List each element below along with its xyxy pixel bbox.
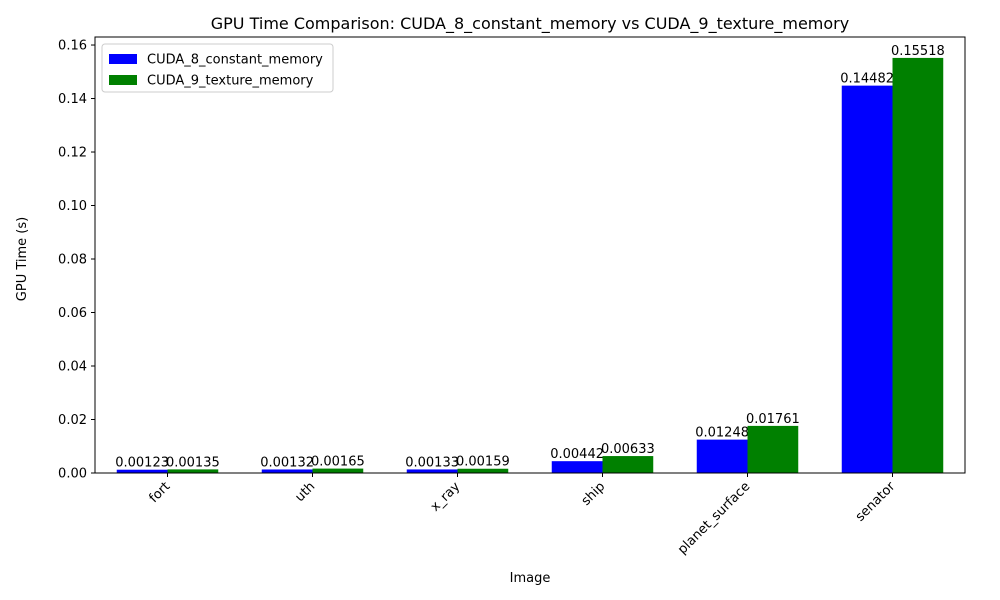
plot-area: 0.00123 0.00132 0.00133 0.00442 0.01248 0.144…	[58, 36, 966, 558]
y-tick-label: 0.04	[58, 360, 87, 375]
plot-frame	[94, 36, 966, 474]
y-tick-label: 0.02	[58, 413, 87, 428]
data-label: 0.00442	[550, 447, 604, 462]
x-tick-label: uth	[292, 479, 318, 505]
data-label: 0.00159	[456, 455, 510, 470]
bar	[892, 57, 944, 474]
data-label: 0.00165	[311, 455, 365, 470]
bar	[696, 439, 748, 473]
bar	[167, 469, 219, 473]
x-tick-label: x_ray	[428, 479, 464, 515]
legend-swatch	[109, 75, 137, 85]
bar	[457, 468, 509, 473]
bar	[261, 469, 313, 473]
y-tick-label: 0.06	[58, 306, 87, 321]
x-tick-label: ship	[579, 479, 609, 509]
data-label: 0.00135	[166, 455, 220, 470]
data-label: 0.01761	[746, 412, 800, 427]
bar	[116, 469, 168, 473]
legend-label: CUDA_9_texture_memory	[147, 74, 314, 89]
bar	[406, 469, 458, 473]
chart-title: GPU Time Comparison: CUDA_8_constant_mem…	[211, 14, 849, 34]
bar	[551, 461, 603, 473]
x-tick-label: fort	[146, 479, 173, 506]
legend-box	[101, 43, 334, 93]
y-tick-label: 0.12	[58, 146, 87, 161]
x-tick-label: planet_surface	[675, 479, 753, 557]
y-tick-label: 0.14	[58, 92, 87, 107]
y-tick-label: 0.00	[58, 467, 87, 482]
legend: CUDA_8_constant_memory CUDA_9_texture_mem…	[101, 43, 334, 93]
data-label: 0.15518	[891, 44, 945, 59]
data-label: 0.00633	[601, 442, 655, 457]
y-tick-label: 0.10	[58, 199, 87, 214]
x-axis-label: Image	[510, 571, 551, 586]
data-label: 0.00123	[115, 456, 169, 471]
x-tick-label: senator	[853, 479, 899, 525]
y-tick-label: 0.08	[58, 253, 87, 268]
bar	[602, 456, 654, 473]
legend-swatch	[109, 54, 137, 64]
bar	[747, 425, 799, 473]
data-label: 0.01248	[695, 426, 749, 441]
data-label: 0.00133	[405, 455, 459, 470]
data-label: 0.00132	[260, 455, 314, 470]
data-label: 0.14482	[840, 72, 894, 87]
legend-label: CUDA_8_constant_memory	[147, 53, 323, 68]
y-axis-label: GPU Time (s)	[15, 217, 30, 301]
bar	[841, 85, 893, 473]
bar	[312, 468, 364, 473]
y-tick-label: 0.16	[58, 39, 87, 54]
